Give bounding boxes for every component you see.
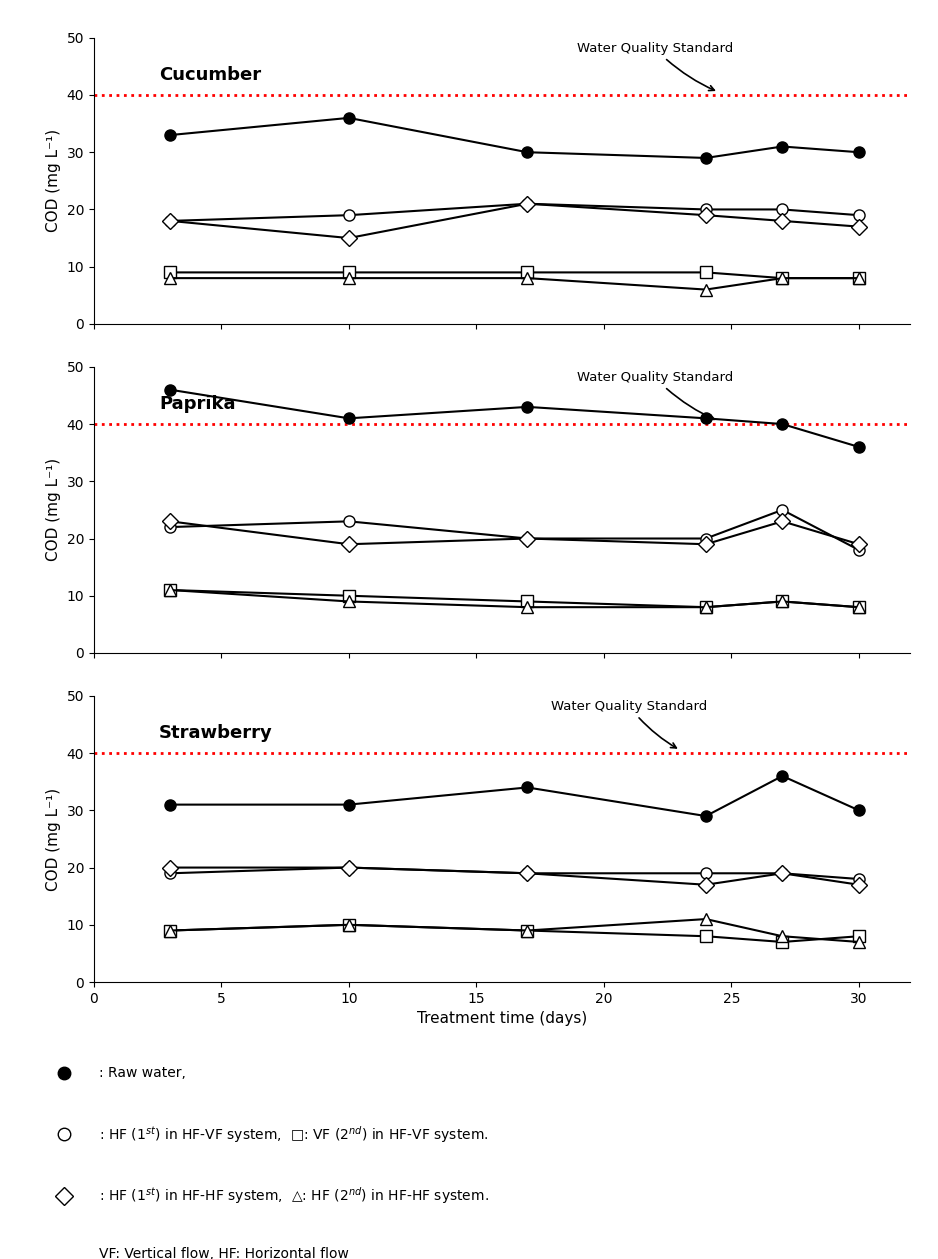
Text: : Raw water,: : Raw water, — [98, 1066, 186, 1080]
Text: Strawberry: Strawberry — [159, 724, 273, 743]
Text: : HF (1$^{st}$) in HF-VF system,  □: VF (2$^{nd}$) in HF-VF system.: : HF (1$^{st}$) in HF-VF system, □: VF (… — [98, 1124, 488, 1144]
Text: VF: Vertical flow, HF: Horizontal flow: VF: Vertical flow, HF: Horizontal flow — [98, 1248, 349, 1259]
Y-axis label: COD (mg L⁻¹): COD (mg L⁻¹) — [46, 130, 61, 233]
Text: Paprika: Paprika — [159, 395, 235, 413]
Y-axis label: COD (mg L⁻¹): COD (mg L⁻¹) — [46, 787, 61, 890]
Text: Water Quality Standard: Water Quality Standard — [577, 42, 733, 91]
Y-axis label: COD (mg L⁻¹): COD (mg L⁻¹) — [46, 458, 61, 562]
Text: : HF (1$^{st}$) in HF-HF system,  △: HF (2$^{nd}$) in HF-HF system.: : HF (1$^{st}$) in HF-HF system, △: HF (… — [98, 1185, 489, 1206]
Text: Cucumber: Cucumber — [159, 67, 261, 84]
X-axis label: Treatment time (days): Treatment time (days) — [416, 1011, 587, 1026]
Text: Water Quality Standard: Water Quality Standard — [552, 700, 707, 748]
Text: Water Quality Standard: Water Quality Standard — [577, 371, 733, 419]
